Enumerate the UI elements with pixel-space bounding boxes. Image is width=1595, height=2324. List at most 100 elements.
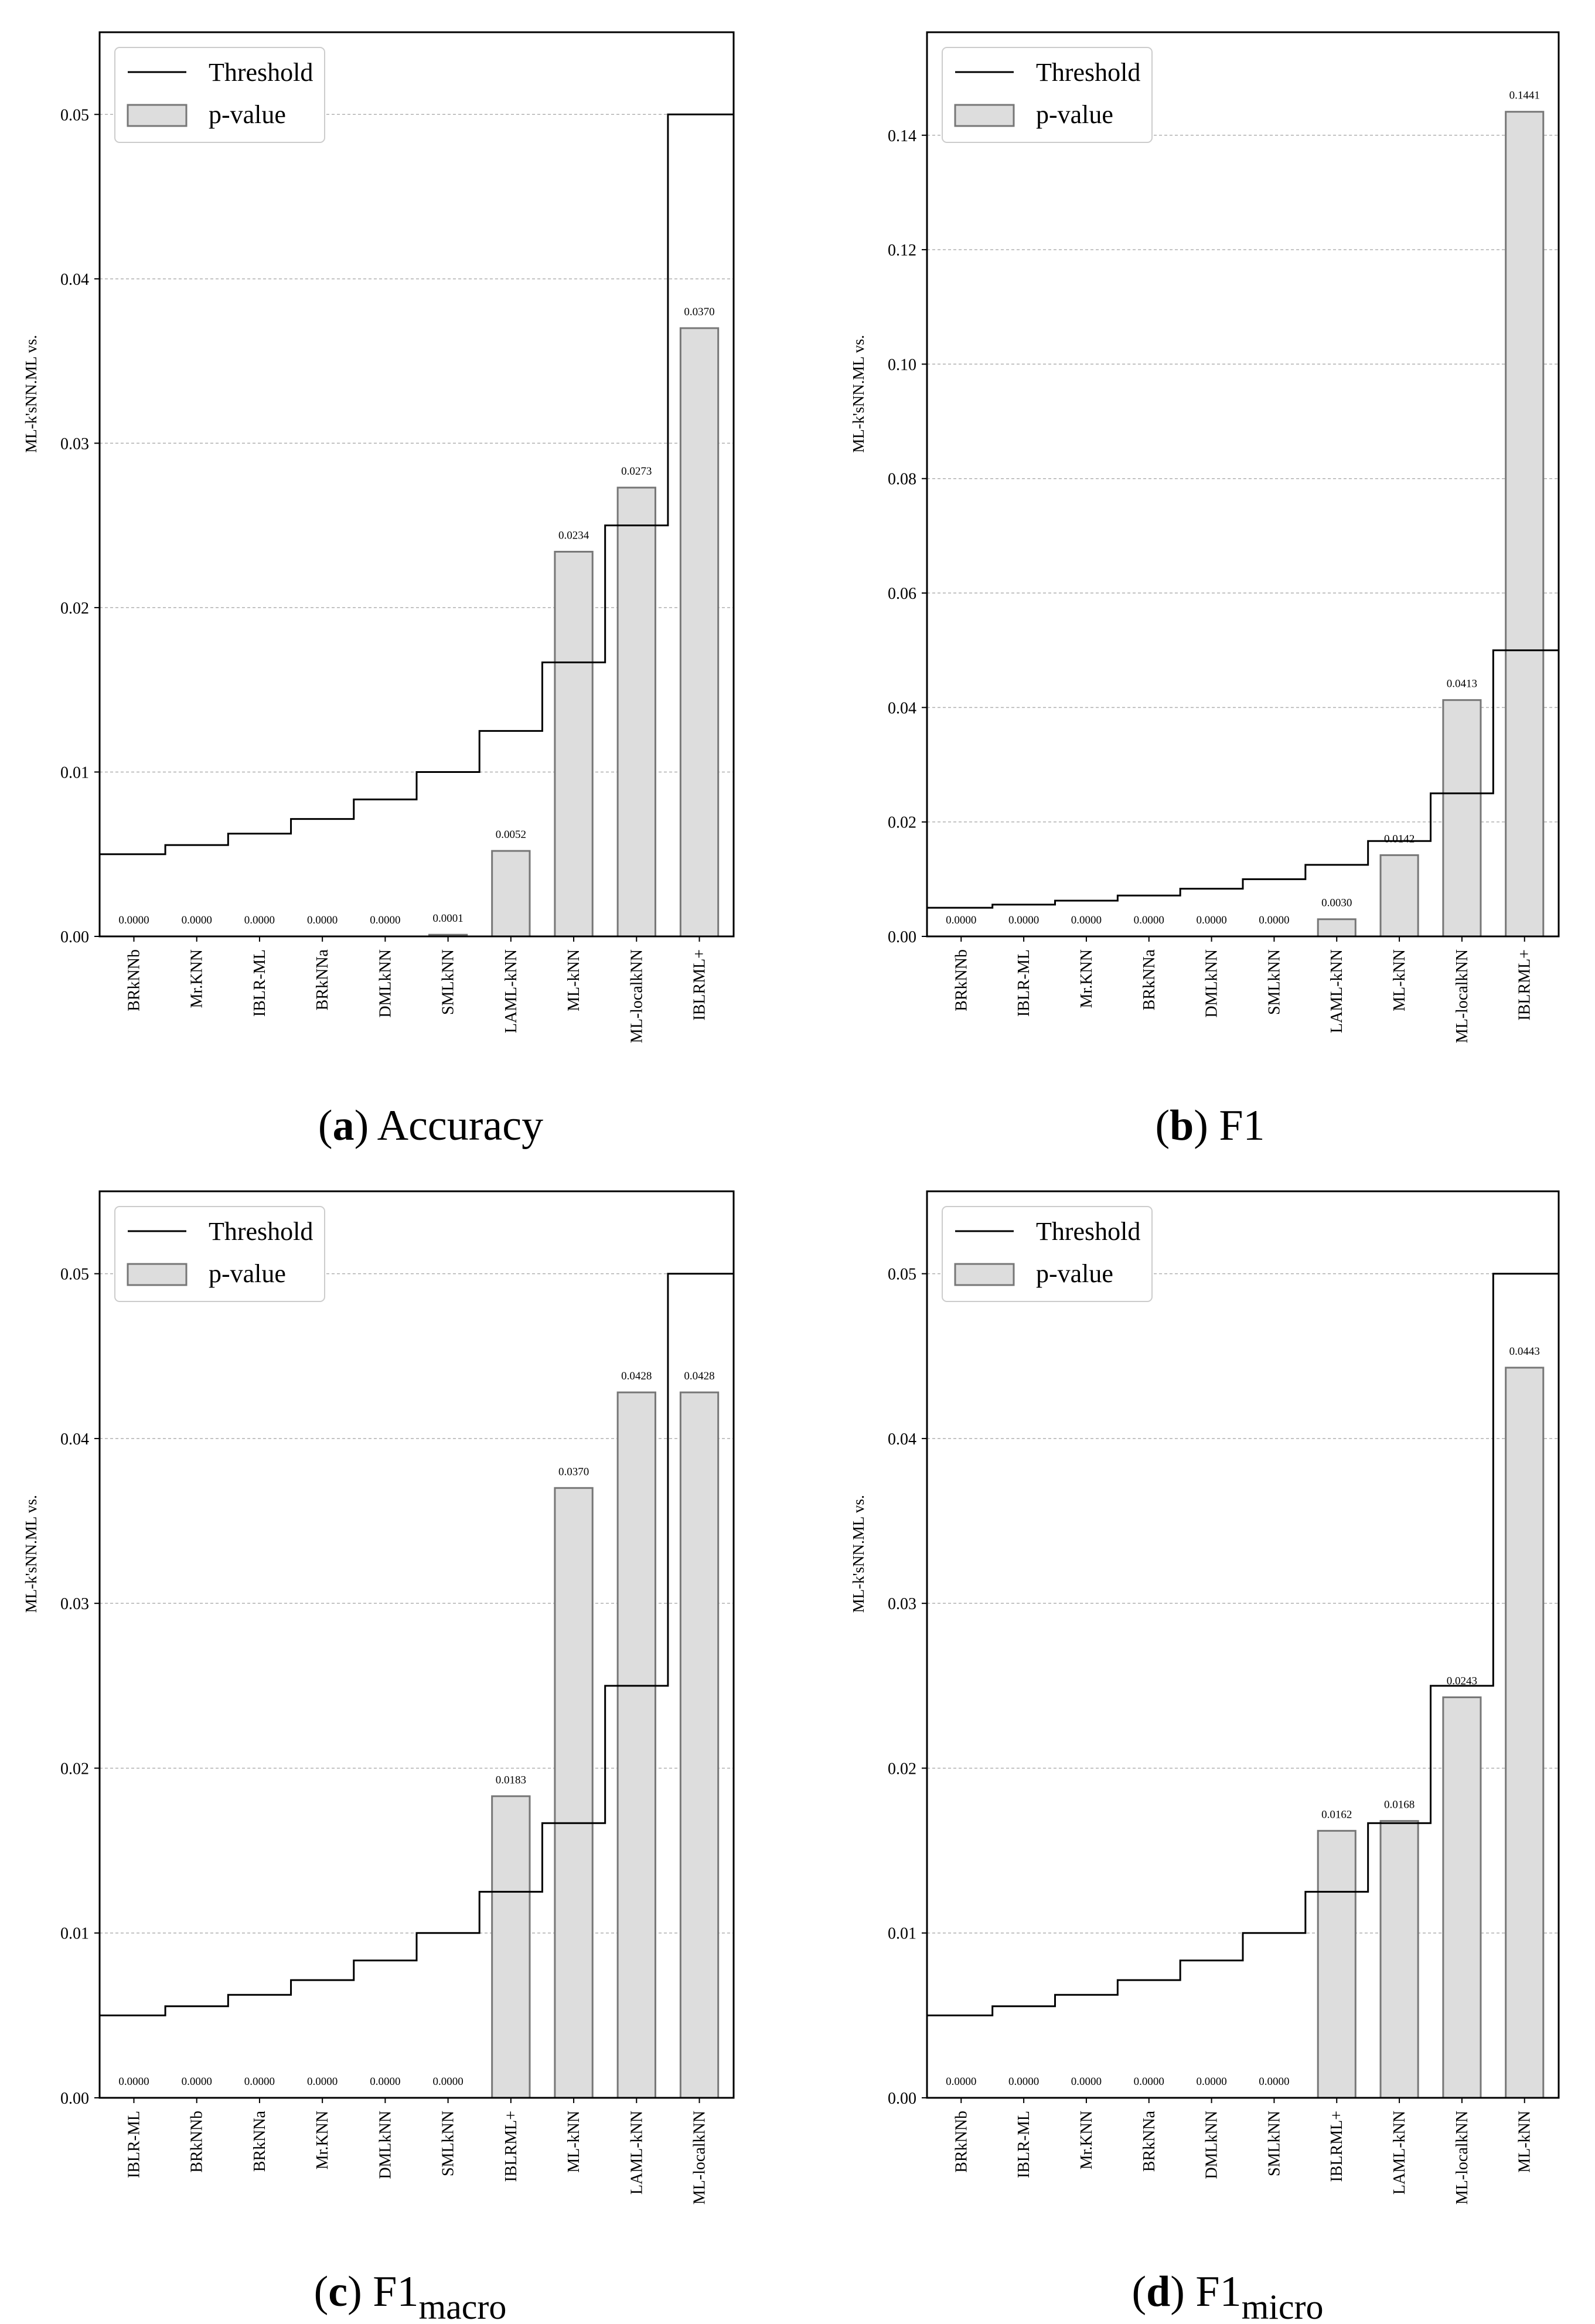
bar-ml-localknn bbox=[1442, 699, 1482, 938]
y-tick-label: 0.10 bbox=[888, 356, 916, 374]
x-tick-label: LAML-kNN bbox=[1390, 2111, 1409, 2194]
bar-laml-knn bbox=[1379, 1819, 1419, 2099]
caption-close-paren: ) bbox=[355, 1102, 377, 1150]
bar-value-label: 0.0000 bbox=[244, 2076, 275, 2088]
y-tick-label: 0.12 bbox=[888, 241, 916, 260]
plot-frame bbox=[98, 31, 735, 938]
plot-frame bbox=[926, 1190, 1560, 2099]
caption-close-paren: ) bbox=[347, 2268, 373, 2316]
bar-value-label: 0.0168 bbox=[1384, 1798, 1415, 1811]
y-tick-label: 0.04 bbox=[60, 271, 89, 289]
x-tick-label: ML-kNN bbox=[1516, 2111, 1534, 2173]
y-axis-label: ML-k'sNN.ML vs. bbox=[22, 1495, 40, 1613]
y-tick-label: 0.04 bbox=[60, 1430, 89, 1449]
x-tick-label: Mr.KNN bbox=[1078, 949, 1096, 1008]
caption-close-paren: ) bbox=[1170, 2268, 1195, 2316]
panel-caption: (d) F1micro bbox=[1132, 2268, 1323, 2324]
bar-value-label: 0.0273 bbox=[621, 465, 652, 478]
bar-value-label: 0.0000 bbox=[1259, 2076, 1289, 2088]
bar-value-label: 0.0000 bbox=[118, 914, 149, 926]
x-tick-label: BRkNNa bbox=[1140, 2110, 1158, 2172]
bar-value-label: 0.0370 bbox=[558, 1466, 589, 1478]
caption-open-paren: ( bbox=[1132, 2268, 1146, 2316]
caption-close-paren: ) bbox=[1194, 1102, 1219, 1150]
x-tick-label: Mr.KNN bbox=[188, 949, 206, 1008]
x-tick-label: ML-localkNN bbox=[1453, 949, 1471, 1043]
bar-ml-knn bbox=[554, 551, 594, 938]
bar-value-label: 0.0001 bbox=[432, 912, 463, 925]
y-axis-label: ML-k'sNN.ML vs. bbox=[850, 335, 867, 453]
threshold-line bbox=[100, 113, 734, 856]
bar-value-label: 0.0000 bbox=[118, 2076, 149, 2088]
x-tick-label: ML-localkNN bbox=[691, 2111, 709, 2204]
legend: Threshold p-value bbox=[114, 47, 325, 143]
bar-value-label: 0.0000 bbox=[1134, 914, 1164, 926]
x-tick-label: DMLkNN bbox=[376, 949, 394, 1018]
bar-ml-localknn bbox=[1442, 1696, 1482, 2099]
x-tick-label: SMLkNN bbox=[439, 949, 458, 1015]
bar-ml-localknn bbox=[679, 1391, 720, 2099]
x-tick-label: LAML-kNN bbox=[502, 949, 520, 1033]
bar-value-label: 0.0000 bbox=[1196, 914, 1226, 926]
x-tick-label: ML-kNN bbox=[1390, 949, 1409, 1011]
bar-laml-knn bbox=[1317, 918, 1357, 938]
plot-frame bbox=[98, 1190, 735, 2099]
bar-value-label: 0.0000 bbox=[182, 914, 212, 926]
legend-threshold-label: Threshold bbox=[209, 58, 313, 87]
bar-value-label: 0.0000 bbox=[182, 2076, 212, 2088]
bar-iblrml- bbox=[1317, 1829, 1357, 2099]
x-tick-label: SMLkNN bbox=[1265, 949, 1283, 1015]
bar-value-label: 0.0000 bbox=[244, 914, 275, 926]
caption-letter: d bbox=[1146, 2268, 1170, 2316]
bar-value-label: 0.0000 bbox=[1134, 2076, 1164, 2088]
bar-laml-knn bbox=[491, 850, 531, 938]
x-tick-label: ML-localkNN bbox=[628, 949, 646, 1043]
legend-threshold-label: Threshold bbox=[1036, 58, 1140, 87]
bar-value-label: 0.0142 bbox=[1384, 833, 1415, 845]
legend: Threshold p-value bbox=[942, 1206, 1153, 1302]
panel-caption: (b) F1 bbox=[1155, 1102, 1265, 1150]
y-axis-label: ML-k'sNN.ML vs. bbox=[850, 1495, 867, 1613]
y-tick-label: 0.01 bbox=[60, 1925, 89, 1943]
panel-caption: (c) F1macro bbox=[314, 2268, 507, 2324]
x-tick-label: IBLRML+ bbox=[1516, 949, 1534, 1021]
threshold-line bbox=[927, 1273, 1559, 2016]
caption-subscript: macro bbox=[418, 2288, 506, 2324]
y-tick-label: 0.00 bbox=[888, 928, 916, 946]
bar-iblrml- bbox=[1505, 111, 1545, 938]
legend-pvalue-label: p-value bbox=[209, 100, 286, 129]
chart-panel-d: 0.00 0.01 0.02 0.03 0.04 0.05 ML-k'sNN.ML vs. 0… bbox=[850, 1190, 1560, 2324]
y-tick-label: 0.05 bbox=[60, 1266, 89, 1284]
y-tick-label: 0.02 bbox=[60, 599, 89, 618]
y-tick-label: 0.00 bbox=[60, 928, 89, 946]
y-tick-label: 0.02 bbox=[888, 1760, 916, 1778]
bar-value-label: 0.0000 bbox=[946, 914, 976, 926]
x-tick-label: ML-kNN bbox=[565, 949, 583, 1011]
bar-value-label: 0.0000 bbox=[370, 2076, 400, 2088]
caption-open-paren: ( bbox=[1155, 1102, 1170, 1150]
bar-value-label: 0.0162 bbox=[1321, 1808, 1352, 1821]
caption-title: F1 bbox=[1219, 1102, 1265, 1150]
bar-value-label: 0.0000 bbox=[1008, 914, 1039, 926]
y-tick-label: 0.03 bbox=[60, 1595, 89, 1613]
bar-value-label: 0.0000 bbox=[946, 2076, 976, 2088]
caption-letter: c bbox=[328, 2268, 347, 2316]
x-tick-label: BRkNNa bbox=[251, 2110, 269, 2172]
bar-value-label: 0.0000 bbox=[370, 914, 400, 926]
bar-value-label: 0.0243 bbox=[1447, 1675, 1477, 1688]
y-tick-label: 0.02 bbox=[60, 1760, 89, 1778]
bar-value-label: 0.0000 bbox=[1259, 914, 1289, 926]
y-tick-label: 0.00 bbox=[888, 2090, 916, 2108]
x-tick-label: ML-kNN bbox=[565, 2111, 583, 2173]
bar-value-label: 0.0000 bbox=[307, 2076, 338, 2088]
bar-value-label: 0.0428 bbox=[684, 1370, 714, 1382]
bar-value-label: 0.1441 bbox=[1509, 90, 1540, 102]
x-tick-label: BRkNNa bbox=[313, 949, 332, 1010]
x-tick-label: LAML-kNN bbox=[1328, 949, 1346, 1033]
chart-panel-c: 0.00 0.01 0.02 0.03 0.04 0.05 ML-k'sNN.ML vs. 0… bbox=[22, 1190, 735, 2324]
caption-title: Accuracy bbox=[377, 1102, 543, 1150]
bar-ml-knn bbox=[1505, 1367, 1545, 2099]
x-tick-label: BRkNNb bbox=[952, 949, 970, 1011]
legend: Threshold p-value bbox=[942, 47, 1153, 143]
